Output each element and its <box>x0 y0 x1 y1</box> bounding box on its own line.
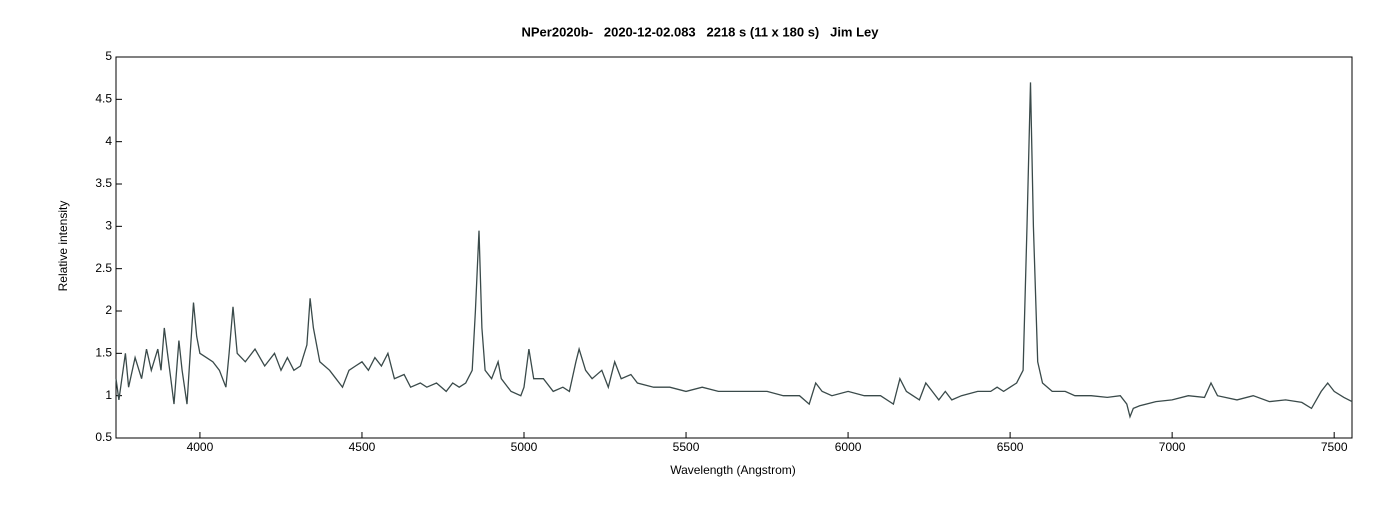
y-tick-label: 3.5 <box>95 176 112 190</box>
x-tick-label: 6500 <box>997 440 1024 454</box>
x-tick-label: 6000 <box>835 440 862 454</box>
x-axis-label: Wavelength (Angstrom) <box>670 463 796 477</box>
x-tick-label: 7000 <box>1159 440 1186 454</box>
y-tick-label: 2 <box>105 303 112 317</box>
y-tick-label: 1.5 <box>95 346 112 360</box>
x-tick-label: 5000 <box>511 440 538 454</box>
plot-frame <box>115 56 1353 439</box>
chart-title: NPer2020b- 2020-12-02.083 2218 s (11 x 1… <box>521 24 879 39</box>
x-tick-label: 5500 <box>673 440 700 454</box>
y-tick-label: 2.5 <box>95 261 112 275</box>
y-axis-label: Relative intensity <box>56 201 70 292</box>
y-tick-label: 3 <box>105 219 112 233</box>
y-tick-label: 4.5 <box>95 92 112 106</box>
x-tick-label: 4500 <box>349 440 376 454</box>
y-tick-label: 1 <box>105 388 112 402</box>
y-tick-label: 4 <box>105 134 112 148</box>
y-tick-label: 0.5 <box>95 430 112 444</box>
x-tick-label: 7500 <box>1321 440 1348 454</box>
spectrum-line <box>115 82 1353 419</box>
x-tick-label: 4000 <box>187 440 214 454</box>
y-tick-label: 5 <box>105 49 112 63</box>
